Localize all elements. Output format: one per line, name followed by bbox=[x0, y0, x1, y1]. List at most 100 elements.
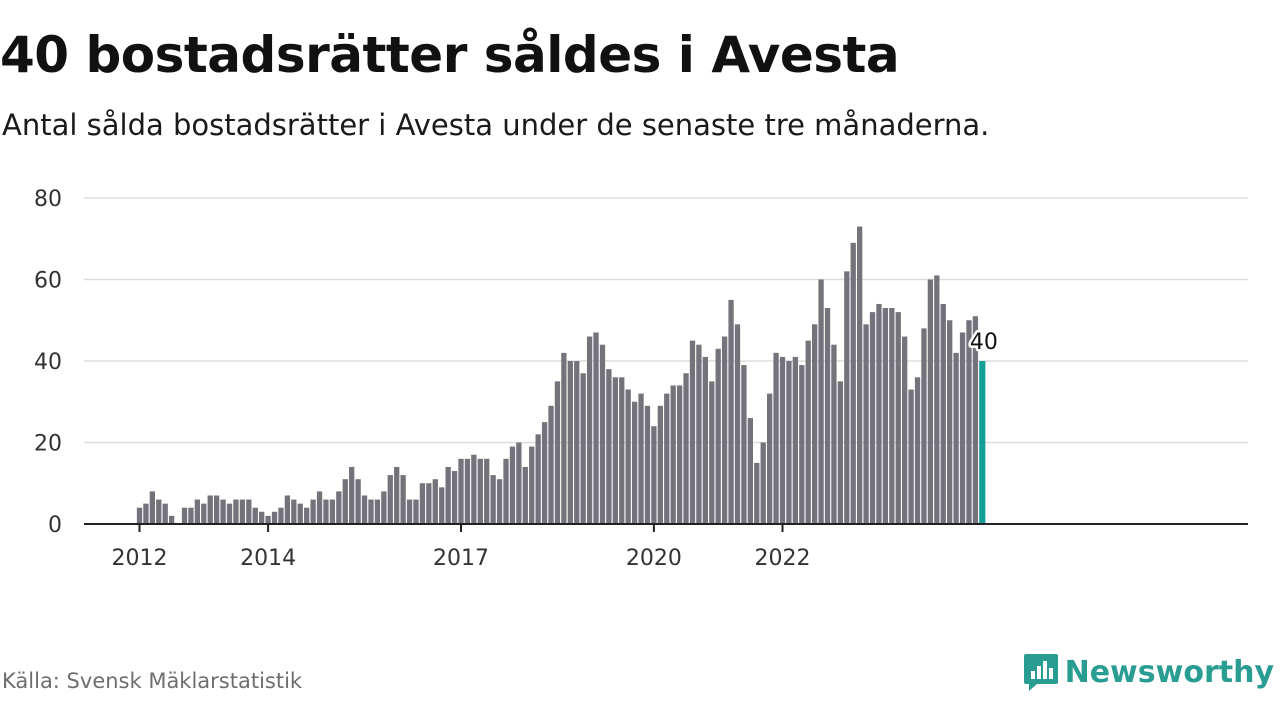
bar bbox=[316, 491, 323, 524]
bar bbox=[824, 308, 831, 524]
bar bbox=[136, 507, 143, 524]
y-tick-label: 80 bbox=[34, 187, 62, 212]
bar bbox=[291, 499, 297, 524]
bar bbox=[934, 275, 940, 524]
bar bbox=[773, 352, 779, 524]
bar bbox=[683, 373, 689, 524]
bar bbox=[304, 507, 310, 524]
bar bbox=[908, 389, 914, 524]
bar bbox=[529, 446, 535, 524]
axis-labels: 0 20 40 60 80 2012 2014 2017 2020 2022 40 bbox=[34, 187, 1000, 571]
bar bbox=[162, 503, 168, 525]
bar bbox=[394, 466, 400, 524]
x-tick-label: 2022 bbox=[755, 546, 811, 571]
bar bbox=[882, 308, 889, 524]
bar bbox=[284, 495, 291, 524]
bar bbox=[664, 393, 670, 524]
bar bbox=[869, 312, 876, 524]
bar bbox=[426, 483, 432, 524]
bar bbox=[490, 475, 496, 524]
bar bbox=[400, 475, 406, 524]
newsworthy-chart-bubble-icon bbox=[1023, 654, 1058, 691]
bar bbox=[361, 495, 368, 524]
bar bbox=[857, 226, 863, 524]
bar bbox=[850, 242, 856, 524]
bar bbox=[355, 479, 361, 524]
bar bbox=[741, 365, 747, 524]
bar bbox=[439, 487, 445, 524]
bar bbox=[818, 279, 824, 524]
bar bbox=[278, 507, 284, 524]
bar bbox=[593, 332, 599, 524]
bar bbox=[689, 340, 696, 525]
x-axis bbox=[84, 523, 1248, 532]
bar bbox=[657, 405, 663, 524]
bar bbox=[606, 369, 612, 524]
bar bbox=[921, 328, 927, 524]
bar bbox=[728, 299, 734, 525]
bar bbox=[696, 344, 702, 524]
bar-series bbox=[136, 226, 986, 525]
bar bbox=[709, 381, 715, 525]
bar bbox=[863, 324, 869, 524]
bar bbox=[149, 491, 156, 524]
bar bbox=[676, 385, 683, 524]
bar bbox=[503, 458, 509, 524]
bar bbox=[181, 507, 188, 524]
bar bbox=[297, 503, 303, 525]
bar bbox=[516, 442, 522, 524]
bar bbox=[445, 466, 451, 524]
highlight-value-label: 40 bbox=[970, 330, 998, 355]
bar bbox=[246, 499, 252, 524]
bar bbox=[837, 381, 844, 525]
bar bbox=[889, 308, 895, 524]
bar bbox=[754, 462, 760, 525]
bar bbox=[734, 324, 741, 524]
bar bbox=[374, 499, 381, 524]
bar bbox=[484, 458, 490, 524]
bar bbox=[567, 361, 573, 524]
bar bbox=[625, 389, 631, 524]
bar bbox=[194, 499, 201, 524]
bar-highlight bbox=[979, 361, 986, 524]
bar bbox=[413, 499, 419, 524]
bar bbox=[805, 340, 811, 525]
bar bbox=[792, 356, 799, 524]
x-tick-label: 2020 bbox=[626, 546, 682, 571]
bar bbox=[419, 483, 426, 524]
bar bbox=[959, 332, 966, 524]
bar bbox=[535, 434, 541, 524]
bar bbox=[207, 495, 213, 524]
bar bbox=[214, 495, 220, 524]
bar bbox=[477, 458, 483, 524]
bar bbox=[715, 348, 721, 524]
bar bbox=[471, 454, 477, 524]
bar bbox=[619, 377, 625, 524]
bar bbox=[188, 507, 194, 524]
bar bbox=[310, 499, 316, 524]
bar bbox=[342, 479, 348, 524]
bar bbox=[599, 344, 606, 524]
bar bbox=[953, 352, 959, 524]
bar bbox=[349, 466, 355, 524]
bar bbox=[947, 320, 953, 524]
bar bbox=[574, 361, 580, 524]
bar bbox=[554, 381, 561, 525]
bar bbox=[586, 336, 593, 524]
bar bbox=[760, 442, 766, 524]
bar-chart: 0 20 40 60 80 2012 2014 2017 2020 2022 40 bbox=[34, 187, 1248, 571]
bar bbox=[381, 491, 387, 524]
bar bbox=[458, 458, 464, 524]
bar bbox=[612, 377, 618, 524]
bar bbox=[541, 422, 548, 525]
brand-logo: Newsworthy bbox=[1023, 652, 1274, 692]
bar bbox=[799, 365, 805, 524]
chart-subtitle: Antal sålda bostadsrätter i Avesta under… bbox=[2, 108, 990, 142]
bar bbox=[766, 393, 773, 524]
bar bbox=[220, 499, 226, 524]
bar bbox=[651, 426, 657, 524]
bar bbox=[747, 418, 753, 524]
x-tick-label: 2017 bbox=[433, 546, 489, 571]
bar bbox=[265, 515, 271, 524]
bar bbox=[902, 336, 908, 524]
